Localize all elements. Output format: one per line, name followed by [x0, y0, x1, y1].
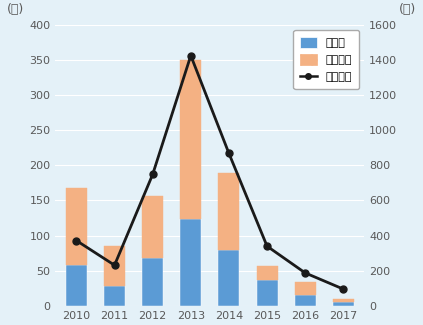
Text: (件): (件): [7, 3, 24, 16]
Bar: [142, 258, 163, 306]
Bar: [180, 219, 201, 306]
Bar: [180, 60, 201, 219]
Bar: [218, 173, 239, 250]
Bar: [257, 266, 277, 280]
Bar: [66, 265, 87, 306]
Bar: [295, 295, 316, 306]
Bar: [295, 282, 316, 295]
Bar: [333, 302, 354, 306]
Bar: [142, 196, 163, 258]
Legend: 死者数, 負傅者数, 発生件数: 死者数, 負傅者数, 発生件数: [294, 30, 359, 89]
Bar: [333, 299, 354, 302]
Bar: [218, 250, 239, 306]
Bar: [257, 280, 277, 306]
Bar: [104, 246, 125, 286]
Bar: [104, 286, 125, 306]
Bar: [66, 188, 87, 265]
Text: (人): (人): [399, 3, 416, 16]
